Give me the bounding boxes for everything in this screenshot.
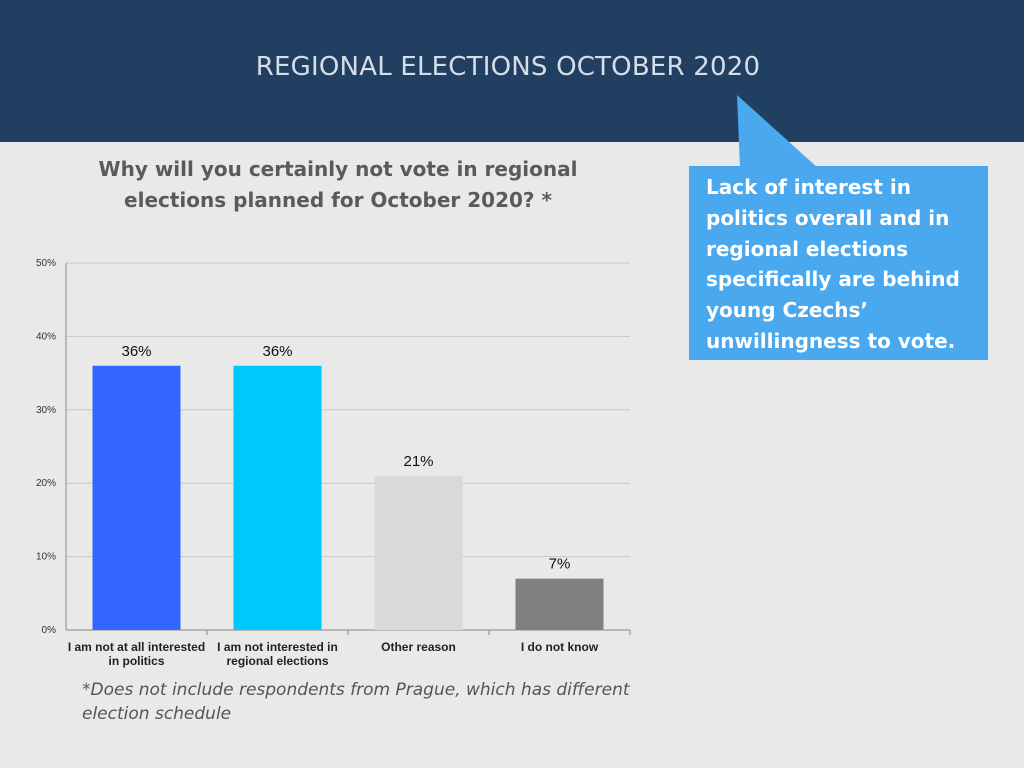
bar xyxy=(233,365,322,630)
y-tick-label: 0% xyxy=(42,625,57,636)
y-tick-label: 30% xyxy=(36,405,56,416)
x-category-label: I am not at all interested in politics xyxy=(67,640,206,668)
page-title: REGIONAL ELECTIONS OCTOBER 2020 xyxy=(255,52,761,82)
y-tick-label: 20% xyxy=(36,478,56,489)
callout-pointer xyxy=(737,95,818,168)
y-tick-label: 50% xyxy=(36,258,56,269)
footnote: *Does not include respondents from Pragu… xyxy=(82,680,630,724)
header-banner: REGIONAL ELECTIONS OCTOBER 2020 xyxy=(0,0,1024,142)
x-category-label: I do not know xyxy=(520,640,599,654)
y-tick-label: 40% xyxy=(36,331,56,342)
data-label: 21% xyxy=(403,453,433,470)
y-tick-label: 10% xyxy=(36,552,56,563)
callout-text: Lack of interest in politics overall and… xyxy=(706,175,960,353)
x-category-label: Other reason xyxy=(381,640,456,654)
data-label: 36% xyxy=(121,343,151,360)
bar xyxy=(92,365,181,630)
bar xyxy=(515,578,604,630)
data-label: 36% xyxy=(262,343,292,360)
x-category-label: I am not interested in regional election… xyxy=(217,640,338,668)
chart-title: Why will you certainly not vote in regio… xyxy=(98,157,578,212)
insight-callout: Lack of interest in politics overall and… xyxy=(689,166,988,360)
data-label: 7% xyxy=(549,556,571,573)
bar xyxy=(374,475,463,630)
